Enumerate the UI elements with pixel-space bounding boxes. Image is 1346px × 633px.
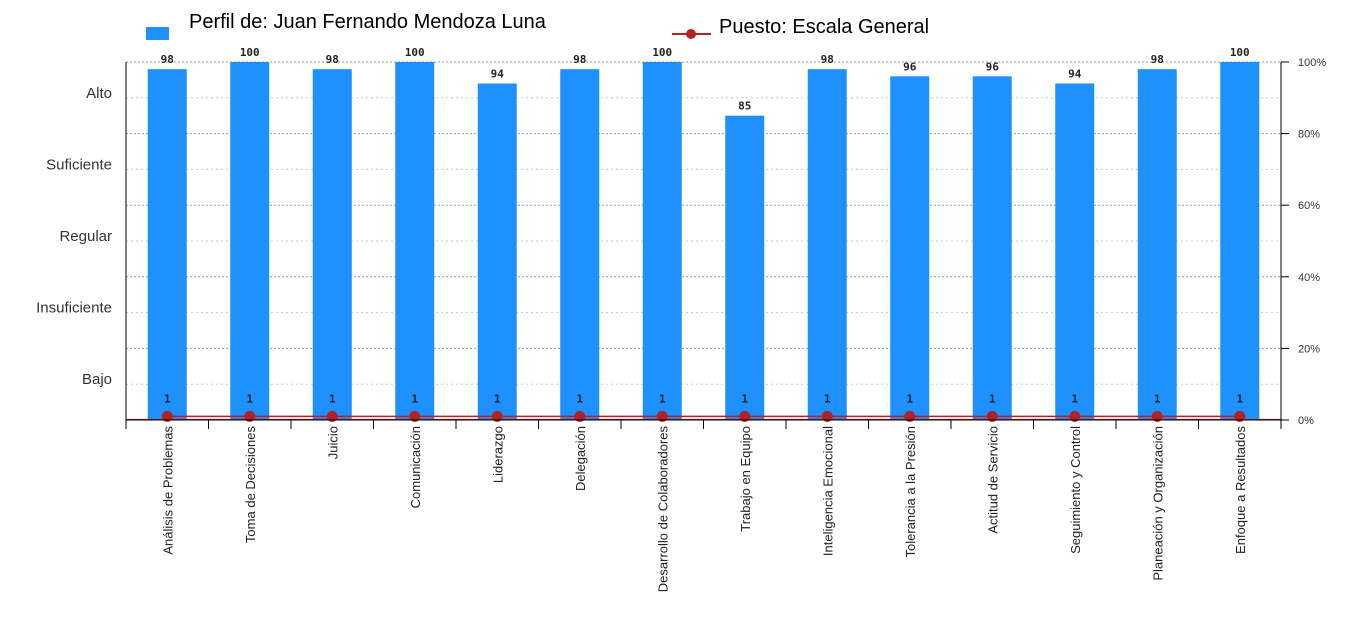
bar <box>1137 69 1177 420</box>
category-label: Enfoque a Resultados <box>1233 426 1248 554</box>
bar <box>890 76 930 420</box>
legend-line-marker <box>686 29 696 39</box>
scale-value-label: 1 <box>576 392 583 405</box>
category-label: Comunicación <box>408 426 423 508</box>
category-label: Planeación y Organización <box>1150 426 1165 581</box>
scale-value-label: 1 <box>824 392 831 405</box>
bar-value-label: 98 <box>161 53 174 66</box>
legend: Perfil de: Juan Fernando Mendoza Luna Pue… <box>146 11 929 40</box>
scale-point <box>986 410 998 422</box>
bar-value-label: 94 <box>491 67 505 80</box>
scale-value-label: 1 <box>494 392 501 405</box>
right-tick-label: 20% <box>1298 343 1320 355</box>
scale-point <box>244 410 256 422</box>
bar-value-label: 96 <box>903 60 917 73</box>
bar-value-label: 96 <box>986 60 1000 73</box>
scale-value-label: 1 <box>906 392 913 405</box>
right-tick-label: 60% <box>1298 200 1320 212</box>
bar-value-label: 98 <box>1151 53 1164 66</box>
scale-point <box>1151 410 1163 422</box>
left-axis-label: Bajo <box>82 371 112 388</box>
bar-value-label: 98 <box>326 53 339 66</box>
right-tick-label: 100% <box>1298 57 1326 69</box>
bar-value-label: 85 <box>738 100 751 113</box>
category-label: Actitud de Servicio <box>985 426 1000 534</box>
right-tick-label: 80% <box>1298 129 1320 141</box>
bar <box>230 62 270 420</box>
bar <box>312 69 352 420</box>
legend-line-label: Puesto: Escala General <box>719 16 929 38</box>
left-axis-label: Regular <box>59 228 112 245</box>
category-label: Desarrollo de Colaboradores <box>655 426 670 593</box>
scale-value-label: 1 <box>659 392 666 405</box>
labels: 98 100 98 100 94 98 100 85 98 96 96 94 98 100 1 1 1 1 1 1 1 1… <box>36 46 1326 592</box>
bar-value-label: 100 <box>652 46 672 59</box>
scale-point <box>161 410 173 422</box>
scale-point <box>904 410 916 422</box>
category-label: Seguimiento y Control <box>1068 426 1083 554</box>
category-label: Análisis de Problemas <box>160 426 175 555</box>
gridlines <box>126 61 1281 385</box>
scale-point <box>656 410 668 422</box>
scale-value-label: 1 <box>246 392 253 405</box>
scale-value-label: 1 <box>411 392 418 405</box>
left-axis-label: Alto <box>86 85 112 102</box>
category-label: Trabajo en Equipo <box>738 426 753 532</box>
scale-point <box>821 410 833 422</box>
category-label: Juicio <box>325 426 340 459</box>
category-label: Liderazgo <box>490 426 505 483</box>
legend-bar-swatch <box>146 27 169 40</box>
scale-point <box>739 410 751 422</box>
category-label: Tolerancia a la Presión <box>903 426 918 558</box>
bar-value-label: 98 <box>573 53 586 66</box>
scale-value-label: 1 <box>1154 392 1161 405</box>
bar-value-label: 100 <box>405 46 425 59</box>
bar <box>725 115 765 420</box>
scale-point <box>409 410 421 422</box>
bar-value-label: 100 <box>1230 46 1250 59</box>
bar-value-label: 100 <box>240 46 260 59</box>
category-label: Toma de Decisiones <box>243 426 258 544</box>
scale-point <box>1234 410 1246 422</box>
bar-value-label: 98 <box>821 53 834 66</box>
scale-value-label: 1 <box>989 392 996 405</box>
left-axis-label: Suficiente <box>46 156 112 173</box>
bar <box>1220 62 1260 420</box>
category-label: Delegación <box>573 426 588 491</box>
scale-point <box>1069 410 1081 422</box>
bars <box>147 62 1260 420</box>
category-label: Inteligencia Emocional <box>820 426 835 556</box>
right-tick-label: 40% <box>1298 272 1320 284</box>
bar <box>807 69 847 420</box>
bar <box>477 83 517 420</box>
scale-value-label: 1 <box>1236 392 1243 405</box>
legend-bar-label: Perfil de: Juan Fernando Mendoza Luna <box>189 11 547 33</box>
bar <box>147 69 187 420</box>
axes <box>125 61 1289 429</box>
scale-point <box>326 410 338 422</box>
bar-value-label: 94 <box>1068 67 1082 80</box>
scale-point <box>491 410 503 422</box>
left-axis-label: Insuficiente <box>36 300 112 317</box>
scale-point <box>574 410 586 422</box>
bar <box>395 62 435 420</box>
bar <box>972 76 1012 420</box>
bar <box>642 62 682 420</box>
right-tick-label: 0% <box>1298 415 1314 427</box>
scale-value-label: 1 <box>741 392 748 405</box>
bar <box>1055 83 1095 420</box>
scale-value-label: 1 <box>1071 392 1078 405</box>
bar <box>560 69 600 420</box>
scale-value-label: 1 <box>164 392 171 405</box>
scale-value-label: 1 <box>329 392 336 405</box>
scale-line <box>126 410 1281 422</box>
